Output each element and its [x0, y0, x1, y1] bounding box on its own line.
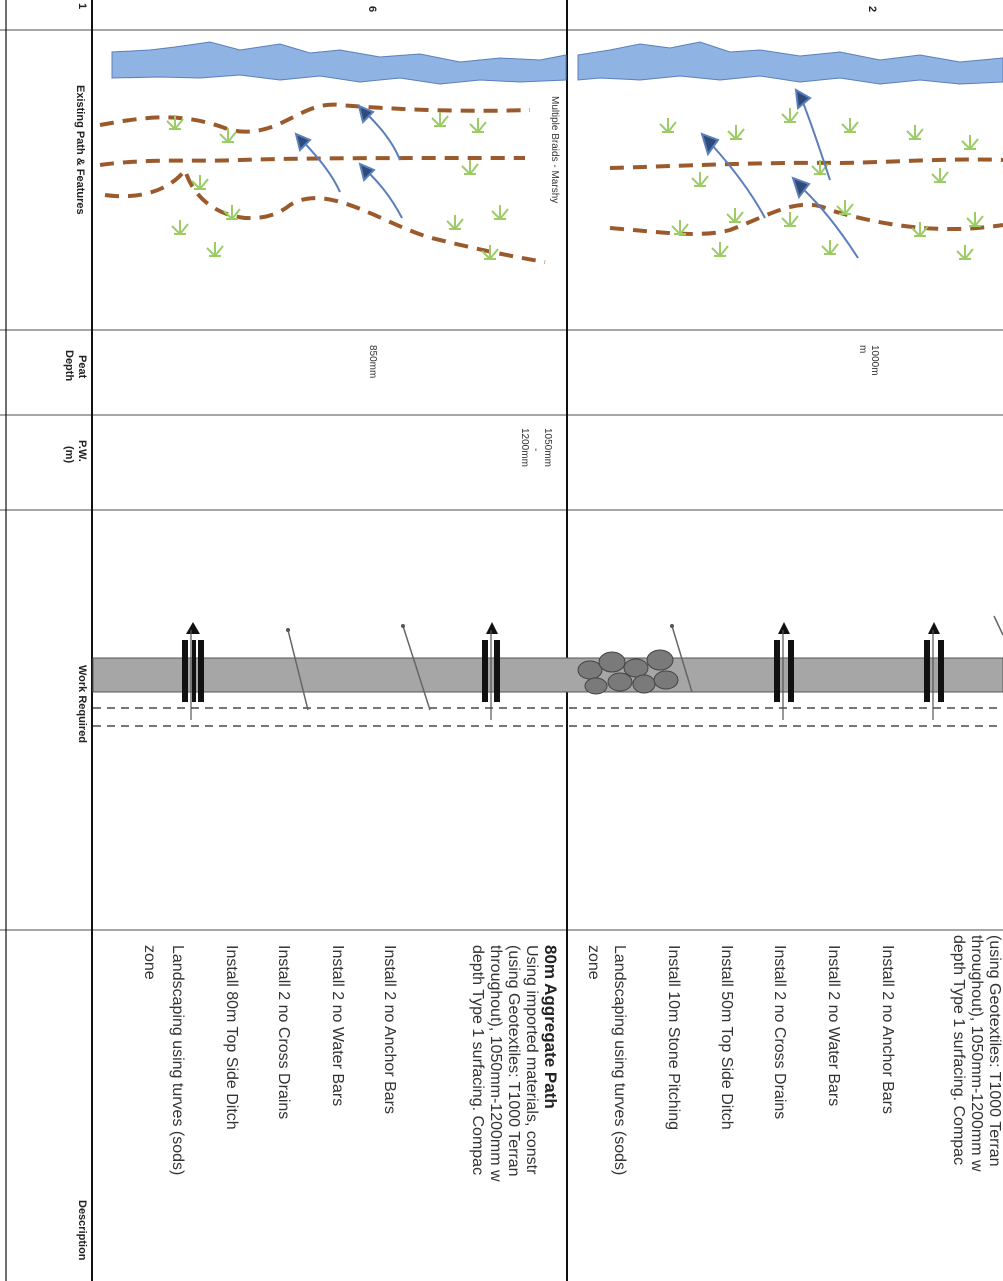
right-desc-line: depth Type 1 surfacing. Compac	[950, 935, 967, 1166]
header-existing-path: Existing Path & Features	[74, 85, 86, 215]
path-surface	[92, 657, 1003, 693]
left-work-item: zone	[141, 945, 158, 980]
plant-symbols	[166, 108, 984, 260]
left-work-item: Install 2 no Water Bars	[329, 945, 346, 1107]
left-pw-line1: 1050mm	[542, 428, 553, 467]
right-work-item: Install 2 no Anchor Bars	[879, 945, 896, 1114]
header-pw-line1: P.W.	[76, 440, 88, 462]
header-description: Description	[76, 1200, 88, 1261]
right-desc-line: throughout), 1050mm-1200mm w	[968, 935, 985, 1172]
feature-note-braids: Multiple Braids - Marshy	[549, 96, 560, 204]
left-work-item: Install 2 no Cross Drains	[275, 945, 292, 1120]
right-peat-depth-line2: m	[857, 345, 868, 354]
right-work-item: Install 2 no Cross Drains	[771, 945, 788, 1120]
left-desc-title: 80m Aggregate Path	[541, 945, 560, 1109]
right-work-item: Install 50m Top Side Ditch	[718, 945, 735, 1130]
left-pw-line2: -	[530, 448, 541, 452]
left-pw-line3: 1200mm	[519, 428, 530, 467]
left-desc-line: throughout), 1050mm-1200mm w	[487, 945, 504, 1182]
river-left	[111, 41, 567, 85]
water-flow-arrows	[294, 88, 859, 259]
stone-pitching	[577, 649, 679, 695]
river-right	[577, 41, 1003, 85]
header-peat-depth-line1: Peat	[76, 355, 88, 379]
left-work-item: Install 80m Top Side Ditch	[223, 945, 240, 1130]
anchor-bars	[182, 640, 944, 702]
section-label-left: 6	[366, 6, 378, 13]
right-work-item: Install 2 no Water Bars	[825, 945, 842, 1107]
header-work-required: Work Required	[76, 665, 88, 744]
left-desc-line: depth Type 1 surfacing. Compac	[469, 945, 486, 1176]
path-braids-left	[99, 102, 546, 264]
left-desc-line: Using imported materials, constr	[523, 945, 540, 1175]
right-work-item: Install 10m Stone Pitching	[665, 945, 682, 1130]
header-peat-depth-line2: Depth	[63, 350, 75, 382]
work-required-drawing	[92, 615, 1003, 727]
header-pw-line2: (m)	[63, 446, 75, 464]
right-work-item: zone	[585, 945, 602, 980]
section-label-right: 2	[866, 6, 878, 13]
path-braids-right	[609, 157, 1003, 236]
right-work-item: Landscaping using turves (sods)	[611, 945, 628, 1176]
section-label-edge: 1	[76, 3, 88, 10]
left-desc-line: (using Geotextiles: T1000 Terran	[505, 945, 522, 1177]
left-peat-depth: 850mm	[367, 345, 378, 379]
existing-features-drawing	[99, 41, 1003, 264]
left-work-item: Install 2 no Anchor Bars	[381, 945, 398, 1114]
cross-drains	[287, 615, 1003, 711]
right-desc-line: (using Geotextiles: T1000 Terran	[986, 935, 1003, 1167]
right-peat-depth-line1: 1000m	[869, 345, 880, 376]
left-work-item: Landscaping using turves (sods)	[169, 945, 186, 1176]
